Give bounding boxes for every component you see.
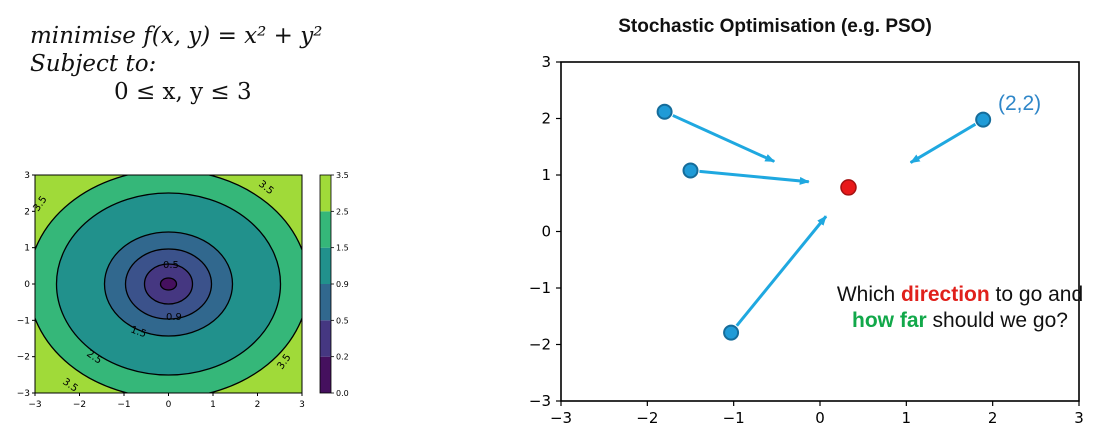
contour-y-tick-label: 1 (24, 244, 30, 254)
pso-y-tick-label: −2 (529, 336, 551, 354)
contour-x-tick-label: 1 (210, 400, 216, 410)
contour-line-0-1 (159, 277, 178, 291)
pso-y-ticks: −3 −2 −1 0 1 2 3 (529, 53, 561, 410)
pso-plot: −3 −2 −1 0 1 2 3 −3 −2 −1 0 1 2 3 (529, 53, 1084, 427)
contour-y-tick-label: 3 (24, 171, 30, 181)
pso-y-tick-label: −3 (529, 392, 551, 410)
pso-arrows (672, 114, 977, 327)
pso-x-tick-label: −3 (550, 409, 572, 427)
constraint-line: 0 ≤ x, y ≤ 3 (114, 79, 252, 105)
contour-y-ticks: −3 −2 −1 0 1 2 3 (17, 171, 35, 399)
question-pre: Which (836, 283, 902, 306)
contour-band-0-1 (160, 278, 177, 290)
colorbar-segment (320, 175, 331, 212)
contour-y-tick-label: 2 (24, 207, 30, 217)
contour-x-tick-label: −2 (73, 400, 86, 410)
colorbar-segment (320, 356, 331, 393)
pso-x-tick-label: 2 (988, 409, 998, 427)
point-label: (2,2) (998, 92, 1042, 115)
question-mid: to go and (989, 283, 1084, 306)
pso-title: Stochastic Optimisation (e.g. PSO) (618, 16, 932, 37)
velocity-arrow (672, 114, 776, 163)
colorbar-tick-label: 0.9 (336, 280, 349, 289)
velocity-arrow (735, 215, 828, 327)
pso-y-tick-label: 1 (541, 166, 551, 184)
particle-point (656, 103, 673, 120)
contour-x-ticks: −3 −2 −1 0 1 2 3 (28, 393, 305, 410)
colorbar-tick-label: 2.5 (336, 207, 349, 216)
pso-y-tick-label: −1 (529, 279, 551, 297)
velocity-arrow (909, 122, 977, 164)
pso-x-tick-label: 0 (815, 409, 825, 427)
pso-y-tick-label: 3 (541, 53, 551, 71)
colorbar-tick-label: 3.5 (336, 171, 349, 180)
colorbar-tick-label: 1.5 (336, 244, 349, 253)
contour-line-0-9 (103, 231, 234, 337)
colorbar-segment (320, 247, 331, 284)
particle-point (975, 111, 992, 128)
colorbar-tick-label: 0.5 (336, 316, 349, 325)
contour-y-tick-label: −1 (17, 316, 30, 326)
pso-particles (656, 103, 992, 341)
problem-statement: minimise f(x, y) = x² + y² Subject to: 0… (30, 22, 322, 106)
pso-plot-frame (560, 61, 1080, 402)
pso-y-tick-label: 0 (541, 223, 551, 241)
colorbar-tick-label: 0.2 (336, 353, 349, 362)
contour-x-tick-label: 0 (166, 400, 172, 410)
pso-x-ticks: −3 −2 −1 0 1 2 3 (550, 401, 1084, 427)
contour-label: 0.5 (163, 260, 179, 271)
contour-y-tick-label: −3 (17, 389, 30, 399)
colorbar-tick-label: 0.0 (336, 389, 349, 398)
contour-x-tick-label: 3 (299, 400, 305, 410)
pso-y-tick-label: 2 (541, 110, 551, 128)
pso-x-tick-label: −1 (723, 409, 745, 427)
contour-x-tick-label: −1 (117, 400, 130, 410)
contour-lines (35, 175, 302, 393)
contour-label: 1.5 (129, 324, 148, 340)
pso-x-tick-label: 1 (902, 409, 912, 427)
target-point (840, 179, 857, 196)
colorbar-segment (320, 211, 331, 248)
pso-x-tick-label: −2 (636, 409, 658, 427)
contour-line-0-2 (143, 263, 194, 305)
contour-y-tick-label: 0 (24, 280, 30, 290)
colorbar: 0.0 0.2 0.5 0.9 1.5 2.5 3.5 (319, 171, 349, 398)
objective-line: minimise f(x, y) = x² + y² (30, 23, 323, 49)
contour-line-1-5 (55, 192, 282, 376)
particle-point (682, 162, 699, 179)
constraint-heading: Subject to: (30, 51, 157, 77)
contour-x-tick-label: −3 (28, 400, 41, 410)
particle-point (723, 324, 740, 341)
question-text: Which direction to go and how far should… (835, 282, 1085, 334)
velocity-arrow (699, 169, 810, 185)
question-how-far: how far (852, 309, 927, 332)
contour-plot: 3.5 3.5 3.5 3.5 2.5 1.5 0.9 0.5 −3 −2 −1 0 1… (17, 171, 349, 410)
pso-x-tick-label: 3 (1074, 409, 1084, 427)
contour-y-tick-label: −2 (17, 353, 30, 363)
colorbar-segment (320, 320, 331, 357)
question-direction: direction (901, 283, 990, 306)
contour-x-tick-label: 2 (255, 400, 261, 410)
contour-label: 0.9 (166, 312, 182, 323)
question-post: should we go? (926, 309, 1068, 332)
contour-line-0-5 (124, 248, 213, 320)
colorbar-segment (320, 284, 331, 321)
contour-fills (35, 175, 302, 393)
